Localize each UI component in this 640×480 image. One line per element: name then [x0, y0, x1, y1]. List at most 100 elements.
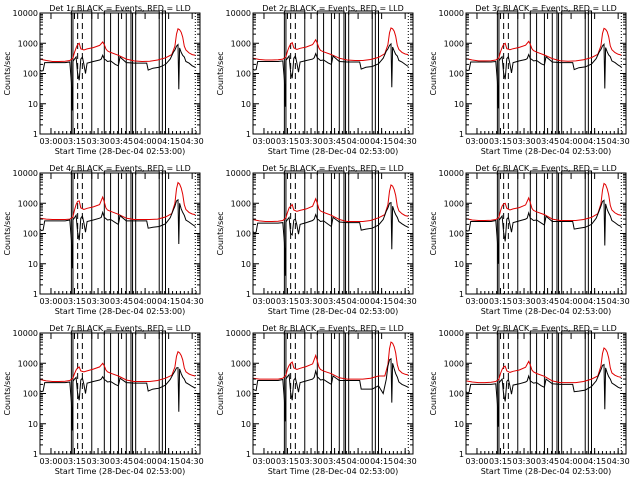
x-axis-label: Start Time (28-Dec-04 02:53:00): [55, 467, 186, 476]
panel-title: Det 2r BLACK = Events, RED = LLD: [262, 4, 404, 13]
x-tick-label: 03:45: [110, 457, 133, 466]
y-tick-label: 1000: [231, 39, 251, 48]
x-tick-label: 03:45: [536, 457, 559, 466]
x-axis-label: Start Time (28-Dec-04 02:53:00): [481, 147, 612, 156]
x-tick-label: 04:15: [370, 457, 393, 466]
series-line-events: [253, 42, 409, 107]
y-tick-label: 1000: [444, 39, 464, 48]
y-tick-label: 10000: [439, 169, 464, 178]
x-tick-label: 04:15: [583, 457, 606, 466]
y-tick-label: 100: [23, 70, 38, 79]
y-tick-label: 10000: [13, 169, 38, 178]
x-tick-label: 04:00: [347, 297, 370, 306]
plot-frame: [39, 12, 201, 135]
y-tick-label: 10000: [226, 169, 251, 178]
detector-panel-7: Det 7r BLACK = Events, RED = LLD 1 10 100 10…: [3, 324, 204, 476]
y-tick-label: 10: [28, 260, 38, 269]
detector-panel-6: Det 6r BLACK = Events, RED = LLD 1 10 100 10…: [429, 164, 630, 316]
x-tick-label: 04:30: [394, 297, 417, 306]
x-tick-label: 04:15: [583, 137, 606, 146]
panel-title: Det 1r BLACK = Events, RED = LLD: [49, 4, 191, 13]
series-line-events: [40, 198, 196, 269]
y-axis-label: Counts/sec: [3, 371, 12, 415]
y-tick-label: 100: [449, 230, 464, 239]
y-axis-label: Counts/sec: [216, 51, 225, 95]
x-tick-label: 03:45: [536, 297, 559, 306]
y-tick-label: 10: [454, 420, 464, 429]
x-tick-label: 03:00: [252, 457, 275, 466]
series-line-lld: [466, 182, 622, 221]
y-tick-label: 10: [28, 420, 38, 429]
panel-title: Det 8r BLACK = Events, RED = LLD: [262, 324, 404, 333]
x-tick-label: 04:30: [607, 297, 630, 306]
x-tick-label: 04:00: [347, 457, 370, 466]
x-tick-label: 03:30: [300, 137, 323, 146]
plot-frame: [252, 172, 414, 295]
series-line-events: [40, 43, 196, 111]
panel-title: Det 3r BLACK = Events, RED = LLD: [475, 4, 617, 13]
x-tick-label: 03:45: [536, 137, 559, 146]
y-tick-label: 1: [459, 130, 464, 139]
x-tick-label: 03:15: [276, 457, 299, 466]
x-tick-label: 03:30: [300, 297, 323, 306]
x-tick-label: 04:30: [181, 297, 204, 306]
y-tick-label: 10: [241, 260, 251, 269]
x-tick-label: 03:15: [276, 297, 299, 306]
x-tick-label: 03:15: [63, 457, 86, 466]
x-tick-label: 03:30: [87, 137, 110, 146]
detector-panel-3: Det 3r BLACK = Events, RED = LLD 1 10 100 10…: [429, 4, 630, 156]
x-tick-label: 03:00: [465, 137, 488, 146]
x-tick-label: 04:30: [607, 137, 630, 146]
x-tick-label: 04:00: [560, 137, 583, 146]
x-tick-label: 03:30: [513, 457, 536, 466]
x-tick-label: 04:15: [583, 297, 606, 306]
series-line-events: [253, 201, 409, 276]
y-tick-label: 10000: [226, 329, 251, 338]
x-tick-label: 03:15: [489, 297, 512, 306]
x-tick-label: 03:30: [513, 137, 536, 146]
x-tick-label: 03:45: [323, 457, 346, 466]
x-tick-label: 04:15: [157, 297, 180, 306]
x-tick-label: 04:30: [607, 457, 630, 466]
x-tick-label: 03:15: [489, 457, 512, 466]
y-tick-label: 1000: [18, 199, 38, 208]
y-axis-label: Counts/sec: [3, 51, 12, 95]
x-tick-label: 04:15: [157, 137, 180, 146]
y-tick-label: 1000: [18, 39, 38, 48]
y-tick-label: 10000: [439, 9, 464, 18]
series-line-lld: [253, 184, 409, 222]
y-axis-label: Counts/sec: [429, 51, 438, 95]
x-tick-label: 04:15: [370, 137, 393, 146]
y-tick-label: 10: [241, 420, 251, 429]
y-tick-label: 100: [449, 390, 464, 399]
plot-frame: [39, 332, 201, 455]
x-tick-label: 03:00: [252, 137, 275, 146]
y-axis-label: Counts/sec: [3, 211, 12, 255]
x-tick-label: 04:00: [134, 137, 157, 146]
x-tick-label: 04:00: [134, 457, 157, 466]
series-line-lld: [40, 28, 196, 63]
y-tick-label: 1: [246, 130, 251, 139]
x-tick-label: 03:45: [323, 137, 346, 146]
y-tick-label: 1000: [444, 199, 464, 208]
x-tick-label: 03:30: [513, 297, 536, 306]
y-tick-label: 100: [23, 390, 38, 399]
y-tick-label: 10: [454, 260, 464, 269]
vertical-markers: [70, 13, 196, 134]
y-tick-label: 10000: [226, 9, 251, 18]
y-tick-label: 1: [459, 450, 464, 459]
x-tick-label: 03:00: [39, 137, 62, 146]
x-axis-label: Start Time (28-Dec-04 02:53:00): [481, 307, 612, 316]
series-line-events: [253, 357, 409, 422]
detector-panel-2: Det 2r BLACK = Events, RED = LLD 1 10 100 10…: [216, 4, 417, 156]
panel-title: Det 7r BLACK = Events, RED = LLD: [49, 324, 191, 333]
y-tick-label: 100: [236, 230, 251, 239]
panel-title: Det 9r BLACK = Events, RED = LLD: [475, 324, 617, 333]
x-tick-label: 04:00: [134, 297, 157, 306]
x-tick-label: 03:45: [110, 137, 133, 146]
x-tick-label: 03:15: [63, 297, 86, 306]
x-tick-label: 04:30: [181, 137, 204, 146]
x-axis-label: Start Time (28-Dec-04 02:53:00): [55, 307, 186, 316]
x-tick-label: 04:30: [394, 137, 417, 146]
